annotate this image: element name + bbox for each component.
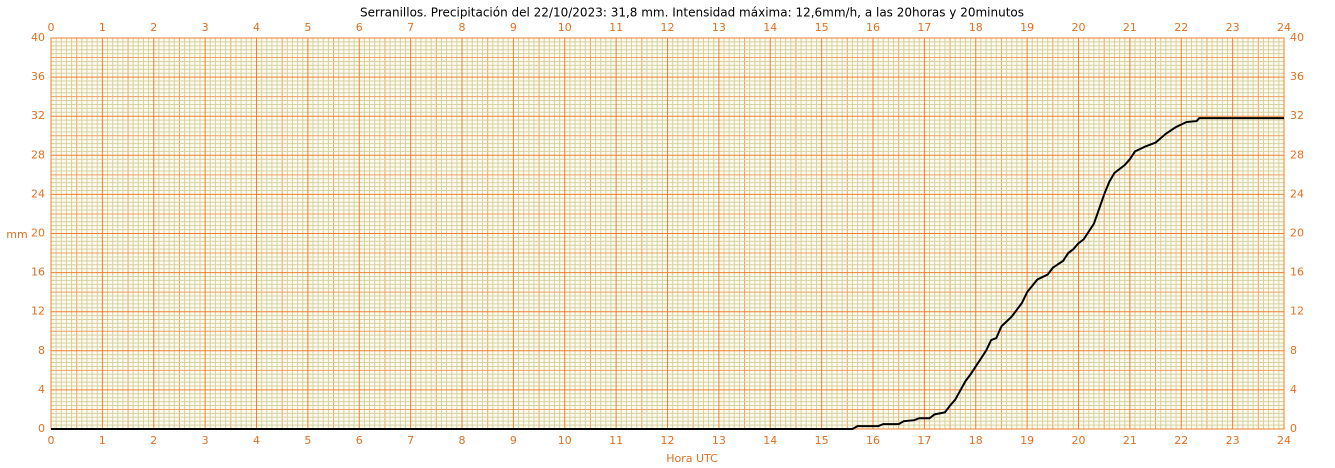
y-tick-label-right: 28	[1290, 148, 1304, 161]
y-tick-label-right: 32	[1290, 109, 1304, 122]
x-tick-label-top: 22	[1174, 21, 1188, 34]
x-tick-label: 5	[304, 434, 311, 447]
x-tick-label-top: 14	[763, 21, 777, 34]
x-tick-label-top: 19	[1020, 21, 1034, 34]
y-tick-label-right: 36	[1290, 70, 1304, 83]
x-tick-label-top: 3	[202, 21, 209, 34]
y-tick-label: 24	[31, 187, 45, 200]
x-tick-label: 14	[763, 434, 777, 447]
x-tick-label-top: 13	[712, 21, 726, 34]
y-tick-label: 32	[31, 109, 45, 122]
x-tick-label-top: 5	[304, 21, 311, 34]
x-tick-label: 1	[99, 434, 106, 447]
x-tick-label-top: 9	[510, 21, 517, 34]
y-tick-label: 4	[38, 383, 45, 396]
y-tick-label-right: 16	[1290, 266, 1304, 279]
x-axis-label: Hora UTC	[666, 452, 718, 465]
x-tick-label-top: 16	[866, 21, 880, 34]
x-tick-label-top: 1	[99, 21, 106, 34]
x-tick-label: 21	[1123, 434, 1137, 447]
y-tick-label-right: 40	[1290, 31, 1304, 44]
y-tick-label-right: 0	[1290, 422, 1297, 435]
x-tick-label: 2	[150, 434, 157, 447]
y-tick-label: 36	[31, 70, 45, 83]
x-tick-label-top: 18	[969, 21, 983, 34]
y-tick-label-right: 8	[1290, 344, 1297, 357]
x-tick-label: 9	[510, 434, 517, 447]
x-tick-label-top: 23	[1226, 21, 1240, 34]
data-line	[51, 117, 1284, 430]
x-tick-label-top: 0	[48, 21, 55, 34]
y-axis-label: mm	[6, 228, 27, 241]
x-tick-label-top: 7	[407, 21, 414, 34]
y-tick-label: 0	[38, 422, 45, 435]
x-tick-label: 24	[1277, 434, 1291, 447]
x-tick-label-top: 11	[609, 21, 623, 34]
y-tick-label: 40	[31, 31, 45, 44]
x-tick-label-top: 2	[150, 21, 157, 34]
y-tick-label-right: 20	[1290, 227, 1304, 240]
x-tick-label-top: 12	[661, 21, 675, 34]
x-tick-label: 18	[969, 434, 983, 447]
x-tick-label-top: 20	[1072, 21, 1086, 34]
y-tick-label-right: 4	[1290, 383, 1297, 396]
y-tick-label: 8	[38, 344, 45, 357]
x-tick-label-top: 15	[815, 21, 829, 34]
chart-title: Serranillos. Precipitación del 22/10/202…	[360, 6, 1024, 20]
x-tick-label-top: 10	[558, 21, 572, 34]
y-tick-label-right: 24	[1290, 187, 1304, 200]
x-tick-label-top: 21	[1123, 21, 1137, 34]
x-tick-label: 16	[866, 434, 880, 447]
x-tick-label: 19	[1020, 434, 1034, 447]
y-tick-label: 28	[31, 148, 45, 161]
y-tick-label: 20	[31, 227, 45, 240]
x-tick-label: 13	[712, 434, 726, 447]
x-tick-label: 15	[815, 434, 829, 447]
x-tick-label: 11	[609, 434, 623, 447]
x-tick-label-top: 6	[356, 21, 363, 34]
x-tick-label: 12	[661, 434, 675, 447]
x-tick-label: 0	[48, 434, 55, 447]
x-tick-label: 6	[356, 434, 363, 447]
x-tick-label: 10	[558, 434, 572, 447]
x-tick-label: 20	[1072, 434, 1086, 447]
x-tick-label-top: 17	[917, 21, 931, 34]
x-tick-label: 3	[202, 434, 209, 447]
x-tick-label-top: 24	[1277, 21, 1291, 34]
y-tick-label: 16	[31, 266, 45, 279]
x-tick-label: 7	[407, 434, 414, 447]
x-tick-label-top: 8	[459, 21, 466, 34]
x-tick-label: 23	[1226, 434, 1240, 447]
y-tick-label: 12	[31, 305, 45, 318]
x-tick-label: 4	[253, 434, 260, 447]
x-tick-label-top: 4	[253, 21, 260, 34]
x-tick-label: 22	[1174, 434, 1188, 447]
y-tick-label-right: 12	[1290, 305, 1304, 318]
x-tick-label: 17	[917, 434, 931, 447]
x-tick-label: 8	[459, 434, 466, 447]
